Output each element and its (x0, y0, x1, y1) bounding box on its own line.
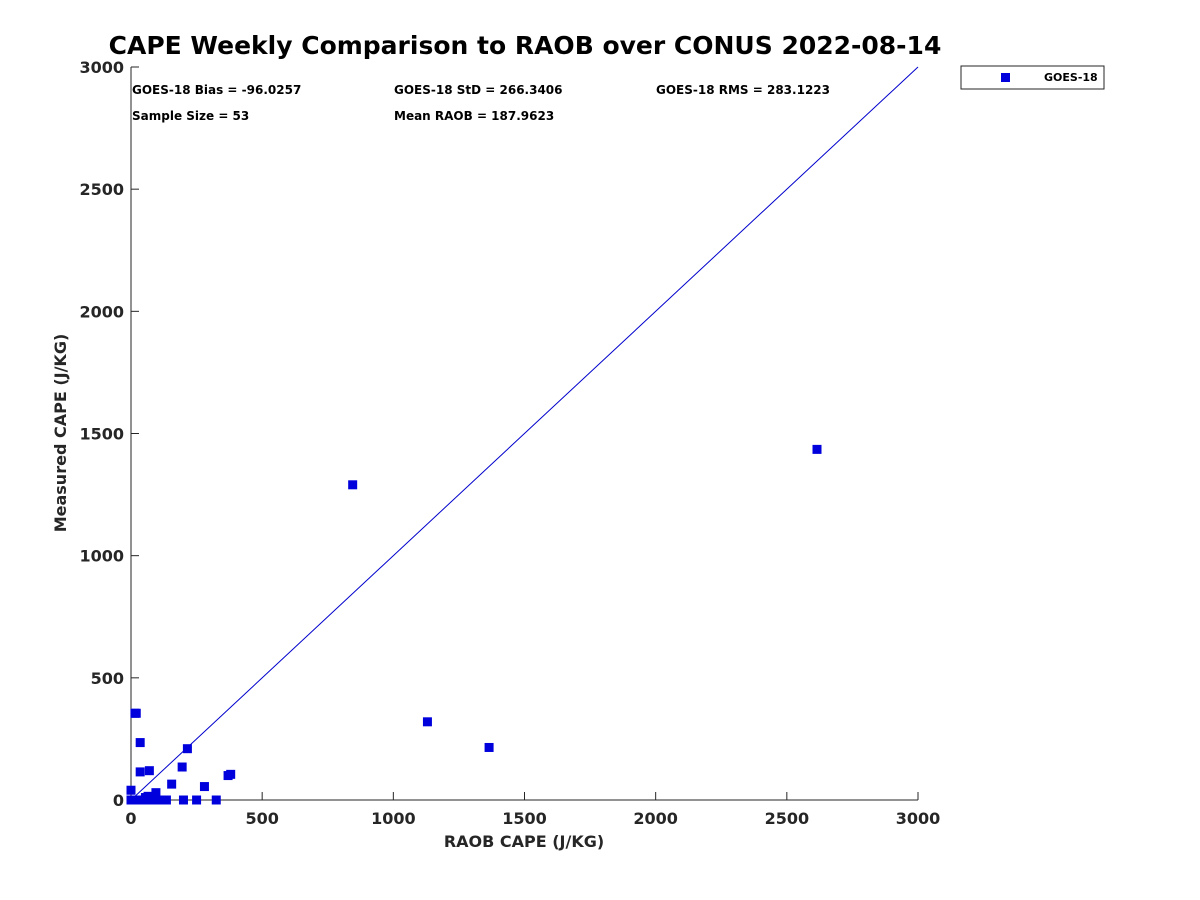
data-point (177, 762, 187, 772)
data-point (226, 769, 236, 779)
y-tick-label: 2000 (79, 302, 124, 321)
data-point (192, 795, 202, 805)
y-axis-label: Measured CAPE (J/KG) (51, 334, 70, 533)
y-ticks: 0 500 1000 1500 2000 2500 3000 (79, 58, 139, 810)
x-ticks: 0 500 1000 1500 2000 2500 3000 (125, 792, 940, 828)
data-point (135, 767, 145, 777)
x-tick-label: 3000 (896, 809, 941, 828)
stats-annotations: GOES-18 Bias = -96.0257 GOES-18 StD = 26… (132, 83, 830, 123)
mean-raob-annotation: Mean RAOB = 187.9623 (394, 109, 554, 123)
y-tick-label: 2500 (79, 180, 124, 199)
data-point (422, 717, 432, 727)
std-annotation: GOES-18 StD = 266.3406 (394, 83, 563, 97)
data-point (178, 795, 188, 805)
legend-marker-square (1001, 73, 1010, 82)
x-tick-label: 2500 (765, 809, 810, 828)
y-tick-label: 0 (113, 791, 124, 810)
x-tick-label: 0 (125, 809, 136, 828)
data-point (484, 742, 494, 752)
legend-label-goes-18: GOES-18 (1044, 71, 1098, 84)
identity-reference-line (130, 66, 919, 801)
data-point (199, 782, 209, 792)
data-point (812, 444, 822, 454)
x-tick-label: 1500 (502, 809, 547, 828)
y-tick-label: 3000 (79, 58, 124, 77)
data-point (211, 795, 221, 805)
bias-annotation: GOES-18 Bias = -96.0257 (132, 83, 301, 97)
sample-size-annotation: Sample Size = 53 (132, 109, 249, 123)
x-tick-label: 2000 (633, 809, 678, 828)
legend: GOES-18 (960, 65, 1105, 90)
x-tick-label: 1000 (371, 809, 416, 828)
x-tick-label: 500 (245, 809, 278, 828)
data-point (182, 744, 192, 754)
data-point (144, 766, 154, 776)
data-point (131, 708, 141, 718)
x-axis-label: RAOB CAPE (J/KG) (444, 832, 604, 851)
data-point (151, 788, 161, 798)
data-point (126, 785, 136, 795)
data-point (148, 794, 158, 804)
data-point (135, 738, 145, 748)
legend-box (960, 65, 1105, 90)
data-points (126, 444, 822, 805)
data-point (167, 779, 177, 789)
data-point (348, 480, 358, 490)
y-tick-label: 1500 (79, 425, 124, 444)
rms-annotation: GOES-18 RMS = 283.1223 (656, 83, 830, 97)
y-tick-label: 1000 (79, 547, 124, 566)
chart-title: CAPE Weekly Comparison to RAOB over CONU… (109, 31, 942, 60)
y-tick-label: 500 (91, 669, 124, 688)
data-point (161, 795, 171, 805)
